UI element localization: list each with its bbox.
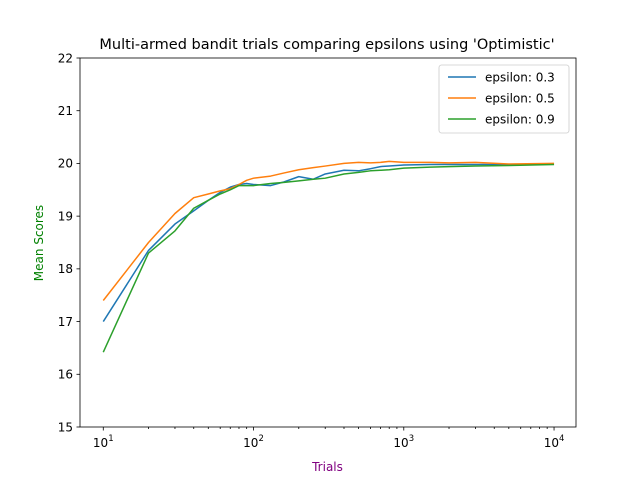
x-tick-exponent: 2 [258,434,263,444]
x-tick-label: 102 [243,434,264,450]
y-tick-label: 15 [58,420,73,434]
x-tick-label: 101 [93,434,114,450]
x-tick-exponent: 1 [108,434,113,444]
legend-label-0: epsilon: 0.3 [485,70,555,84]
legend-label-1: epsilon: 0.5 [485,91,555,105]
legend: epsilon: 0.3 epsilon: 0.5 epsilon: 0.9 [438,64,570,134]
series-line-0 [102,163,555,322]
y-tick-label: 18 [58,262,73,276]
axes-frame [79,57,577,428]
x-tick-base: 10 [93,436,108,450]
x-tick-label: 103 [393,434,414,450]
x-tick-base: 10 [544,436,559,450]
x-axis-ticks: 101 102 103 104 [93,427,564,450]
plot-area [79,57,577,428]
x-tick-exponent: 3 [409,434,414,444]
y-tick-label: 19 [58,209,73,223]
y-tick-label: 17 [58,315,73,329]
x-axis-label: Trials [311,460,343,474]
x-tick-base: 10 [393,436,408,450]
x-tick-base: 10 [243,436,258,450]
y-tick-label: 21 [58,104,73,118]
chart-title: Multi-armed bandit trials comparing epsi… [99,37,554,53]
series-line-1 [102,160,555,301]
legend-box [438,64,570,134]
x-tick-label: 104 [544,434,565,450]
legend-label-2: epsilon: 0.9 [485,112,555,126]
x-tick-exponent: 4 [559,434,564,444]
y-tick-label: 22 [58,51,73,65]
y-tick-label: 16 [58,368,73,382]
y-axis-ticks: 15 16 17 18 19 20 21 22 [58,51,80,434]
series-line-2 [102,163,555,353]
y-tick-label: 20 [58,157,73,171]
y-axis-label: Mean Scores [32,205,46,281]
